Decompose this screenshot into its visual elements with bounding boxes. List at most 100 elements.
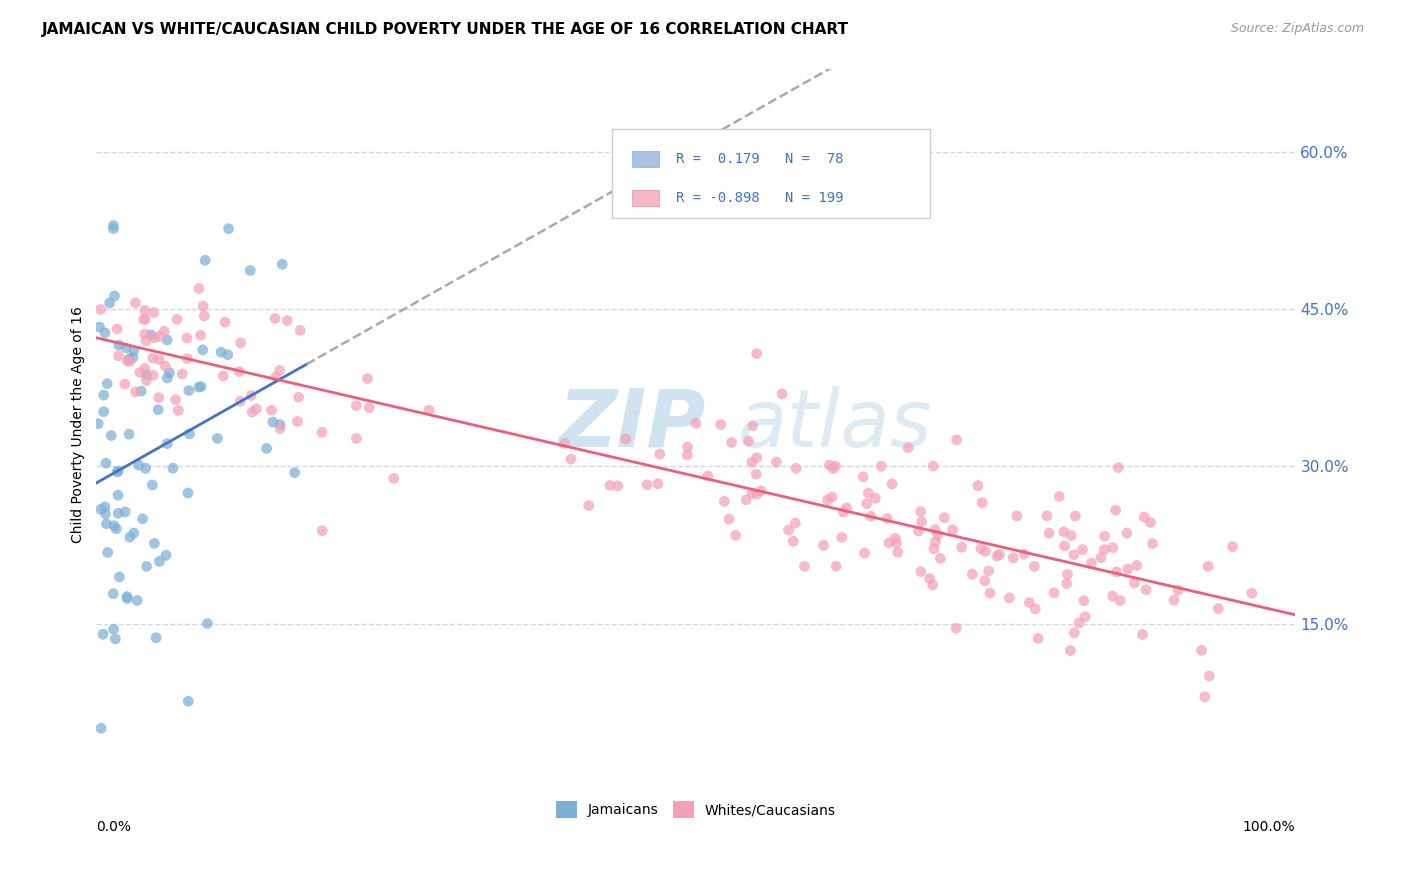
Point — [648, 447, 671, 461]
Point — [1191, 643, 1213, 657]
Point — [1116, 562, 1139, 576]
Point — [1026, 632, 1049, 646]
Point — [118, 351, 141, 366]
Point — [1074, 609, 1097, 624]
Point — [269, 417, 291, 432]
Point — [191, 343, 214, 357]
Point — [1142, 536, 1164, 550]
Point — [157, 366, 180, 380]
Point — [103, 622, 125, 636]
Point — [606, 479, 628, 493]
Point — [782, 534, 804, 549]
Point — [825, 559, 848, 574]
Point — [135, 368, 157, 382]
Point — [418, 403, 440, 417]
Point — [149, 329, 172, 343]
Point — [142, 368, 165, 383]
Text: atlas: atlas — [738, 385, 932, 464]
Point — [290, 323, 312, 337]
Point — [124, 295, 146, 310]
Point — [276, 313, 298, 327]
Point — [785, 461, 807, 475]
Point — [127, 593, 149, 607]
Point — [1163, 593, 1185, 607]
Point — [1123, 575, 1146, 590]
Point — [876, 511, 898, 525]
Point — [148, 352, 170, 367]
Point — [87, 417, 110, 431]
Point — [104, 632, 127, 646]
Point — [91, 627, 114, 641]
Point — [115, 341, 138, 355]
Point — [356, 371, 378, 385]
Point — [676, 440, 699, 454]
Point — [214, 315, 236, 329]
Point — [94, 326, 117, 340]
Point — [118, 427, 141, 442]
Point — [1067, 615, 1090, 630]
FancyBboxPatch shape — [612, 129, 929, 218]
Point — [1109, 593, 1132, 607]
Point — [1198, 669, 1220, 683]
Point — [821, 490, 844, 504]
Point — [929, 551, 952, 566]
Point — [967, 478, 990, 492]
Point — [614, 432, 637, 446]
Point — [94, 507, 117, 521]
Point — [122, 343, 145, 358]
Point — [148, 391, 170, 405]
Point — [97, 545, 120, 559]
Point — [344, 432, 367, 446]
Point — [105, 465, 128, 479]
Point — [135, 334, 157, 348]
Point — [1059, 643, 1081, 657]
Point — [1064, 509, 1087, 524]
Point — [98, 296, 121, 310]
Point — [745, 450, 768, 465]
Point — [897, 441, 920, 455]
Point — [118, 354, 141, 368]
Point — [1063, 548, 1085, 562]
Point — [103, 221, 125, 235]
Point — [1002, 550, 1025, 565]
Point — [287, 390, 309, 404]
Point — [96, 376, 118, 391]
Point — [770, 387, 793, 401]
Point — [155, 548, 177, 562]
Point — [855, 497, 877, 511]
Point — [924, 534, 946, 549]
Point — [167, 403, 190, 417]
Point — [1024, 559, 1046, 574]
Point — [713, 494, 735, 508]
Legend: Jamaicans, Whites/Caucasians: Jamaicans, Whites/Caucasians — [551, 796, 841, 823]
Point — [882, 476, 904, 491]
Point — [132, 312, 155, 326]
Point — [94, 456, 117, 470]
Point — [103, 289, 125, 303]
Point — [859, 509, 882, 524]
Point — [197, 616, 219, 631]
FancyBboxPatch shape — [633, 190, 659, 206]
Point — [977, 564, 1000, 578]
Point — [382, 471, 405, 485]
Point — [93, 404, 115, 418]
Point — [1094, 529, 1116, 543]
Point — [832, 505, 855, 519]
Point — [884, 532, 907, 546]
Point — [741, 418, 763, 433]
Point — [103, 587, 125, 601]
Point — [970, 541, 993, 556]
Point — [972, 496, 994, 510]
Point — [950, 540, 973, 554]
Point — [190, 379, 212, 393]
Point — [128, 366, 150, 380]
Point — [117, 591, 139, 606]
Point — [685, 416, 707, 430]
Point — [877, 536, 900, 550]
Text: JAMAICAN VS WHITE/CAUCASIAN CHILD POVERTY UNDER THE AGE OF 16 CORRELATION CHART: JAMAICAN VS WHITE/CAUCASIAN CHILD POVERT… — [42, 22, 849, 37]
Point — [207, 432, 229, 446]
Point — [1206, 601, 1229, 615]
Point — [166, 312, 188, 326]
Point — [1167, 583, 1189, 598]
Point — [193, 309, 215, 323]
